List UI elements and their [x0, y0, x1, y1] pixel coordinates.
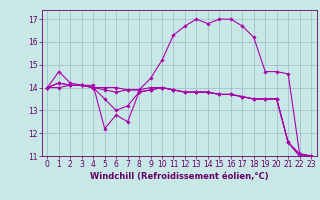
X-axis label: Windchill (Refroidissement éolien,°C): Windchill (Refroidissement éolien,°C): [90, 172, 268, 181]
